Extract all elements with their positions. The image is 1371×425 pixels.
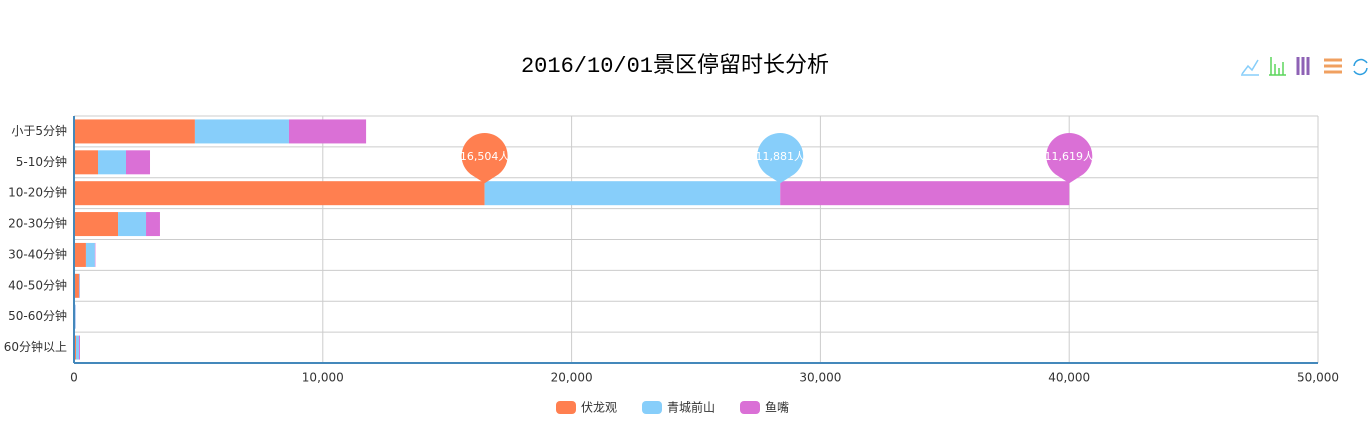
bar bbox=[74, 212, 119, 237]
bar bbox=[74, 273, 79, 298]
y-tick-label: 5-10分钟 bbox=[16, 154, 67, 169]
toolbox[interactable] bbox=[1241, 57, 1368, 76]
bar bbox=[98, 150, 126, 175]
tool-bar[interactable] bbox=[1269, 57, 1286, 76]
legend-swatch bbox=[740, 401, 760, 414]
tool-refresh[interactable] bbox=[1353, 58, 1368, 76]
legend-swatch bbox=[642, 401, 662, 414]
bar bbox=[194, 119, 289, 144]
y-tick-label: 60分钟以上 bbox=[4, 339, 67, 354]
bar bbox=[74, 119, 195, 144]
mark-point bbox=[1046, 132, 1093, 184]
x-tick-label: 0 bbox=[70, 371, 78, 385]
mark-point-label: 11,881人 bbox=[755, 150, 805, 163]
legend-label: 鱼嘴 bbox=[765, 401, 789, 415]
mark-point bbox=[461, 132, 508, 184]
chart-title: 2016/10/01景区停留时长分析 bbox=[521, 53, 829, 79]
tool-line[interactable] bbox=[1241, 59, 1259, 75]
y-tick-label: 40-50分钟 bbox=[8, 277, 67, 292]
bar bbox=[74, 150, 99, 175]
bar bbox=[125, 150, 151, 175]
mark-point bbox=[757, 132, 804, 184]
bar bbox=[75, 335, 79, 360]
bar bbox=[74, 242, 86, 267]
bar bbox=[118, 212, 147, 237]
legend-label: 青城前山 bbox=[667, 400, 715, 415]
y-tick-label: 20-30分钟 bbox=[8, 216, 67, 231]
tool-stack[interactable] bbox=[1296, 57, 1310, 75]
bar bbox=[288, 119, 367, 144]
x-tick-label: 50,000 bbox=[1297, 371, 1339, 385]
y-tick-label: 10-20分钟 bbox=[8, 185, 67, 200]
x-tick-label: 20,000 bbox=[551, 371, 593, 385]
y-tick-label: 50-60分钟 bbox=[8, 308, 67, 323]
bar bbox=[78, 335, 80, 360]
x-tick-label: 40,000 bbox=[1048, 371, 1090, 385]
legend-label: 伏龙观 bbox=[581, 401, 617, 415]
bar bbox=[484, 181, 781, 206]
y-tick-label: 30-40分钟 bbox=[8, 246, 67, 261]
bar bbox=[78, 273, 80, 298]
tool-tiled[interactable] bbox=[1324, 58, 1342, 74]
legend-swatch bbox=[556, 401, 576, 414]
bar bbox=[74, 181, 485, 206]
y-tick-label: 小于5分钟 bbox=[11, 123, 67, 138]
mark-point-label: 11,619人 bbox=[1045, 150, 1095, 163]
mark-point-label: 16,504人 bbox=[460, 150, 510, 163]
bar bbox=[85, 242, 95, 267]
bar bbox=[780, 181, 1070, 206]
x-tick-label: 10,000 bbox=[302, 371, 344, 385]
x-tick-label: 30,000 bbox=[799, 371, 841, 385]
bar bbox=[146, 212, 160, 237]
